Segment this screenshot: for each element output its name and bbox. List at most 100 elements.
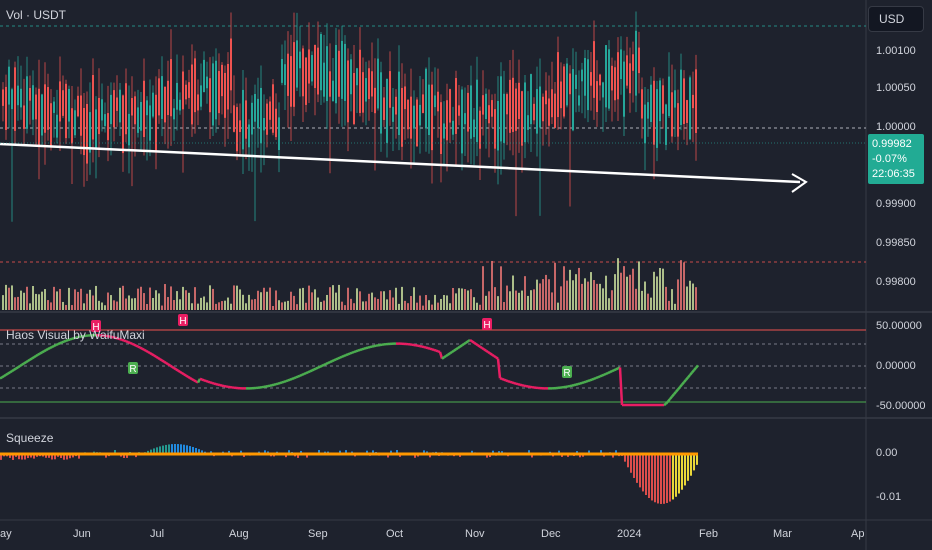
candle-body bbox=[572, 69, 574, 131]
oscillator-segment bbox=[7, 371, 11, 375]
oscillator-segment bbox=[663, 402, 667, 407]
volume-bar bbox=[356, 288, 358, 310]
oscillator-segment bbox=[443, 354, 447, 359]
oscillator-segment bbox=[591, 377, 595, 381]
volume-bar bbox=[74, 289, 76, 310]
volume-bar bbox=[98, 300, 100, 310]
candle-body bbox=[245, 100, 247, 139]
candle-body bbox=[341, 40, 343, 99]
candle-body bbox=[158, 78, 160, 116]
currency-button[interactable]: USD bbox=[868, 6, 924, 32]
squeeze-bar bbox=[657, 454, 659, 504]
oscillator-segment bbox=[505, 379, 509, 383]
candle-body bbox=[95, 109, 97, 148]
time-axis-label: Feb bbox=[699, 528, 718, 540]
oscillator-segment bbox=[573, 383, 577, 387]
oscillator-segment bbox=[73, 336, 77, 340]
volume-bar bbox=[353, 303, 355, 310]
candle-body bbox=[419, 104, 421, 126]
candle-body bbox=[221, 64, 223, 97]
oscillator-segment bbox=[147, 350, 151, 355]
volume-bar bbox=[653, 271, 655, 310]
candle-body bbox=[362, 72, 364, 113]
candle-body bbox=[350, 59, 352, 95]
candle-body bbox=[431, 84, 433, 151]
squeeze-bar bbox=[189, 446, 191, 454]
oscillator-segment bbox=[196, 378, 202, 384]
indicator-title-squeeze[interactable]: Squeeze bbox=[6, 431, 54, 445]
volume-bar bbox=[14, 297, 16, 310]
candle-body bbox=[44, 84, 46, 133]
oscillator-segment bbox=[297, 374, 301, 378]
candle-body bbox=[488, 105, 490, 124]
volume-bar bbox=[494, 287, 496, 310]
volume-bar bbox=[464, 289, 466, 310]
volume-bar bbox=[173, 300, 175, 310]
oscillator-segment bbox=[447, 352, 451, 356]
candle-body bbox=[176, 82, 178, 110]
oscillator-segment bbox=[671, 393, 675, 398]
oscillator-segment bbox=[49, 345, 53, 350]
candle-body bbox=[35, 94, 37, 120]
volume-bar bbox=[476, 302, 478, 310]
squeeze-bar bbox=[135, 454, 137, 458]
oscillator-segment bbox=[337, 356, 341, 360]
candle-body bbox=[611, 65, 613, 91]
oscillator-segment bbox=[575, 382, 579, 386]
oscillator-segment bbox=[445, 353, 449, 358]
oscillator-segment bbox=[501, 377, 505, 381]
squeeze-bar bbox=[297, 454, 299, 458]
oscillator-segment bbox=[351, 350, 355, 354]
volume-bar bbox=[548, 279, 550, 310]
squeeze-bar bbox=[687, 454, 689, 481]
oscillator-segment bbox=[675, 388, 679, 393]
oscillator-segment bbox=[515, 382, 519, 386]
signal-marker-label: R bbox=[563, 368, 570, 379]
squeeze-bar bbox=[387, 454, 389, 458]
volume-bar bbox=[305, 302, 307, 310]
candle-body bbox=[335, 44, 337, 104]
volume-bar bbox=[479, 304, 481, 310]
squeeze-bar bbox=[486, 454, 488, 458]
candle-body bbox=[101, 99, 103, 121]
oscillator-segment bbox=[517, 383, 521, 386]
oscillator-segment bbox=[55, 342, 59, 347]
volume-bar bbox=[599, 283, 601, 310]
oscillator-segment bbox=[459, 344, 463, 348]
oscillator-segment bbox=[585, 379, 589, 383]
indicator-title-haos[interactable]: Haos Visual by WaifuMaxi bbox=[6, 328, 145, 342]
candle-body bbox=[605, 45, 607, 108]
price-axis-label: 0.99850 bbox=[876, 237, 916, 249]
volume-bar bbox=[551, 292, 553, 310]
candle-body bbox=[59, 81, 61, 122]
candle-body bbox=[29, 87, 31, 101]
volume-bar bbox=[5, 284, 7, 310]
volume-bar bbox=[689, 280, 691, 310]
squeeze-bar bbox=[114, 450, 116, 454]
candle-body bbox=[14, 67, 16, 131]
volume-bar bbox=[224, 300, 226, 310]
oscillator-segment bbox=[171, 365, 175, 370]
volume-bar bbox=[659, 267, 661, 310]
oscillator-segment bbox=[613, 368, 617, 372]
oscillator-segment bbox=[499, 377, 503, 381]
oscillator-segment bbox=[137, 345, 141, 349]
oscillator-segment bbox=[461, 342, 465, 347]
squeeze-bar bbox=[105, 454, 107, 458]
volume-bar bbox=[647, 293, 649, 310]
oscillator-segment bbox=[331, 359, 335, 363]
squeeze-bar bbox=[60, 454, 62, 458]
candle-body bbox=[170, 59, 172, 117]
oscillator-segment bbox=[513, 381, 517, 385]
candle-body bbox=[2, 89, 4, 106]
candle-body bbox=[149, 105, 151, 141]
squeeze-bar bbox=[615, 450, 617, 454]
squeeze-bar bbox=[48, 454, 50, 458]
volume-bar bbox=[521, 290, 523, 310]
candle-body bbox=[167, 80, 169, 116]
oscillator-segment bbox=[21, 362, 25, 366]
squeeze-bar bbox=[579, 454, 581, 458]
volume-bar bbox=[485, 295, 487, 310]
candle-body bbox=[311, 55, 313, 82]
